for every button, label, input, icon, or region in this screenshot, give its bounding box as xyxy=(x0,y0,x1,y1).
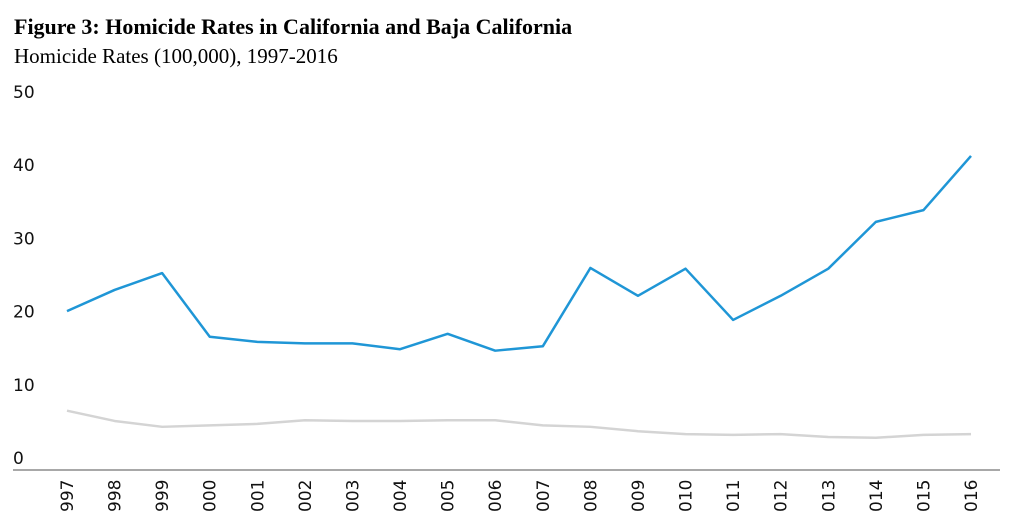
x-tick-label: 011 xyxy=(724,480,744,512)
x-tick-label: 004 xyxy=(391,480,411,512)
y-tick-label: 10 xyxy=(13,376,35,396)
x-tick-label: 999 xyxy=(153,480,173,512)
x-tick-label: 005 xyxy=(439,480,459,512)
chart-title: Figure 3: Homicide Rates in California a… xyxy=(14,14,573,39)
series-line-california xyxy=(66,409,972,440)
x-tick-label: 008 xyxy=(581,480,601,512)
x-tick-label: 014 xyxy=(867,480,887,512)
y-tick-label: 20 xyxy=(13,303,35,323)
x-tick-label: 007 xyxy=(534,480,554,512)
y-tick-label: 0 xyxy=(13,449,24,469)
series-line-baja-california xyxy=(66,155,972,352)
x-tick-label: 002 xyxy=(296,480,316,512)
x-tick-label: 003 xyxy=(343,480,363,512)
x-tick-label: 006 xyxy=(486,480,506,512)
x-tick-label: 001 xyxy=(248,480,268,512)
y-tick-label: 40 xyxy=(13,156,35,176)
chart-subtitle: Homicide Rates (100,000), 1997-2016 xyxy=(14,44,338,68)
x-tick-label: 000 xyxy=(201,480,221,512)
x-tick-label: 009 xyxy=(629,480,649,512)
x-tick-label: 997 xyxy=(58,480,78,512)
x-tick-label: 013 xyxy=(819,480,839,512)
x-tick-label: 016 xyxy=(962,480,982,512)
y-tick-label: 30 xyxy=(13,229,35,249)
y-tick-label: 50 xyxy=(13,83,35,103)
x-tick-label: 012 xyxy=(772,480,792,512)
x-tick-label: 998 xyxy=(106,480,126,512)
x-tick-label: 010 xyxy=(677,480,697,512)
x-tick-label: 015 xyxy=(914,480,934,512)
